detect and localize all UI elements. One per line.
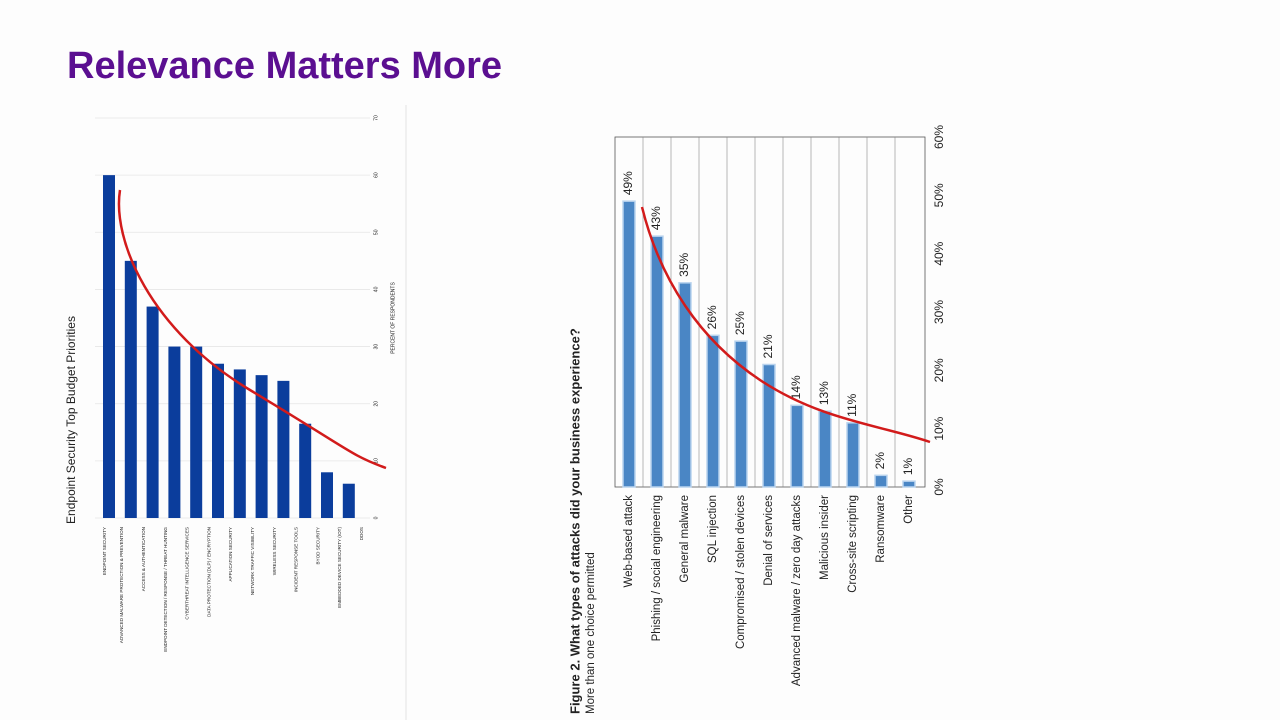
- slide-title: Relevance Matters More: [67, 45, 502, 87]
- y-tick-label: 50%: [932, 183, 946, 207]
- x-tick-label: Denial of services: [763, 495, 775, 586]
- value-label: 35%: [677, 252, 691, 276]
- bar: [277, 380, 290, 518]
- y-tick-label: 60%: [932, 125, 946, 149]
- x-tick-label: SQL injection: [707, 495, 719, 563]
- y-tick-label: 30%: [932, 300, 946, 324]
- y-tick-label: 20: [373, 401, 379, 407]
- bar: [233, 369, 246, 518]
- value-label: 2%: [873, 452, 887, 470]
- x-tick-label: DDOS: [359, 527, 364, 540]
- bar: [818, 410, 832, 488]
- y-tick-label: 60: [373, 172, 379, 178]
- bar: [299, 423, 312, 518]
- value-label: 13%: [817, 381, 831, 405]
- bar: [874, 474, 888, 488]
- value-label: 25%: [733, 311, 747, 335]
- value-label: 49%: [621, 171, 635, 195]
- y-tick-label: 70: [373, 115, 379, 121]
- x-tick-label: Cross-site scripting: [847, 495, 859, 593]
- bar: [146, 306, 159, 518]
- x-tick-label: Ransomware: [875, 495, 887, 563]
- x-tick-label: ENDPOINT DETECTION / RESPONSE / THREAT H…: [163, 527, 168, 652]
- x-tick-label: WIRELESS SECURITY: [272, 527, 277, 575]
- value-label: 21%: [761, 334, 775, 358]
- bar: [255, 375, 268, 518]
- y-tick-label: 10%: [932, 416, 946, 440]
- bar: [650, 235, 664, 488]
- bar: [762, 363, 776, 488]
- x-tick-label: Compromised / stolen devices: [735, 495, 747, 649]
- y-tick-label: 50: [373, 229, 379, 235]
- x-tick-label: APPLICATION SECURITY: [228, 527, 233, 582]
- x-tick-label: DATA PROTECTION (DLP) / ENCRYPTION: [206, 527, 211, 617]
- x-tick-label: ACCESS & AUTHENTICATION: [141, 527, 146, 591]
- y-tick-label: 40: [373, 286, 379, 292]
- y-tick-label: 30: [373, 344, 379, 350]
- bar: [124, 260, 137, 518]
- y-tick-label: 0%: [932, 478, 946, 496]
- bar: [678, 282, 692, 488]
- bar: [734, 340, 748, 488]
- bar: [622, 200, 636, 488]
- y-axis-title: PERCENT OF RESPONDENTS: [390, 282, 396, 354]
- bar: [790, 404, 804, 488]
- x-tick-label: NETWORK TRAFFIC VISIBILITY: [250, 527, 255, 595]
- chart-title: Figure 2. What types of attacks did your…: [567, 328, 582, 714]
- x-tick-label: Other: [903, 495, 915, 524]
- y-tick-label: 20%: [932, 358, 946, 382]
- value-label: 14%: [789, 375, 803, 399]
- bar: [103, 175, 115, 518]
- bar: [902, 480, 916, 488]
- y-tick-label: 0: [373, 516, 379, 519]
- chart-subtitle: More than one choice permitted: [585, 552, 597, 714]
- category-header: ENDPOINT SECURITY: [102, 527, 107, 575]
- bar: [212, 363, 224, 518]
- x-tick-label: Advanced malware / zero day attacks: [791, 495, 803, 686]
- trend-curve: [117, 189, 387, 470]
- y-tick-label: 40%: [932, 241, 946, 265]
- value-label: 1%: [901, 457, 915, 475]
- y-tick-label: 10: [373, 458, 379, 464]
- x-tick-label: General malware: [679, 495, 691, 583]
- x-tick-label: ADVANCED MALWARE PROTECTION & PREVENTION: [119, 527, 124, 643]
- x-tick-label: INCIDENT RESPONSE TOOLS: [294, 527, 299, 592]
- value-label: 11%: [845, 393, 859, 416]
- x-tick-label: Malicious insider: [819, 495, 831, 580]
- chart-title: Endpoint Security Top Budget Priorities: [64, 316, 78, 524]
- bar: [190, 346, 203, 518]
- bar: [168, 346, 181, 518]
- bar: [342, 483, 355, 518]
- bar: [321, 472, 333, 518]
- bar: [846, 422, 860, 488]
- x-tick-label: EMBEDDED DEVICE SECURITY (IOT): [337, 527, 342, 608]
- x-tick-label: Phishing / social engineering: [651, 495, 663, 641]
- x-tick-label: Web-based attack: [623, 495, 635, 588]
- x-tick-label: BYOD SECURITY: [315, 527, 320, 565]
- x-tick-label: CYBERTHREAT INTELLIGENCE SERVICES: [185, 527, 190, 620]
- value-label: 26%: [705, 305, 719, 329]
- value-label: 43%: [649, 206, 663, 230]
- bar: [706, 334, 720, 488]
- trend-curve: [640, 206, 931, 444]
